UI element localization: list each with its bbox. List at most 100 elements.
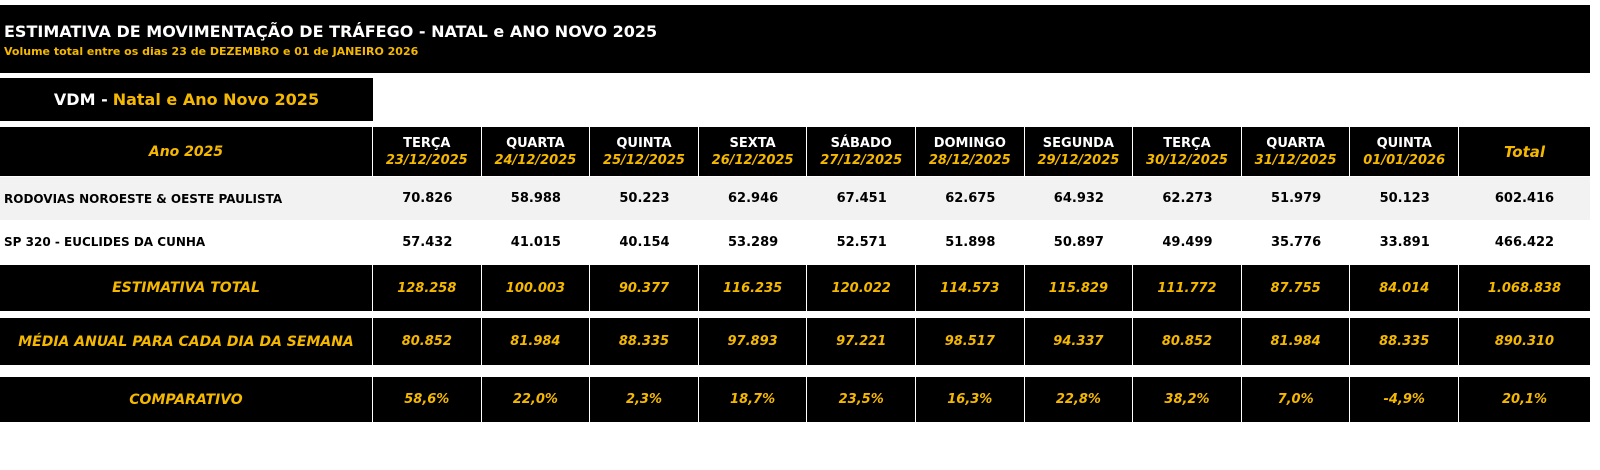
value-cell: 49.499 [1162,234,1213,250]
header-cell: SÁBADO 27/12/2025 [807,127,916,176]
header-cell: TERÇA 23/12/2025 [373,127,482,176]
value-cell: 51.979 [1271,191,1322,206]
row-bg [0,220,1590,264]
value-cell: 90.377 [590,265,699,311]
value-cell: 64.932 [1053,191,1104,206]
header-date: 27/12/2025 [820,152,903,168]
value-cell: 22,0% [481,377,591,422]
header-cell: QUARTA 24/12/2025 [481,127,591,176]
header-date: 24/12/2025 [494,152,577,168]
header-date: 28/12/2025 [928,152,1011,168]
value-cell: 50.897 [1053,234,1104,250]
vdm-box: VDM - Natal e Ano Novo 2025 [0,78,373,121]
value-cell: 41.015 [510,234,561,250]
value-cell: 35.776 [1271,234,1322,250]
row-label: RODOVIAS NOROESTE & OESTE PAULISTA [4,191,283,206]
value-cell: 62.946 [728,191,779,206]
value-cell: 97.893 [698,318,808,365]
value-cell: 890.310 [1459,318,1590,365]
row-label: MÉDIA ANUAL PARA CADA DIA DA SEMANA [0,318,373,365]
value-cell: 115.829 [1024,265,1134,311]
header-day: SEXTA [729,135,776,151]
subtitle: Volume total entre os dias 23 de DEZEMBR… [4,45,419,58]
value-cell: 20,1% [1459,377,1590,422]
value-cell: 16,3% [916,377,1025,422]
header-cell: TERÇA 30/12/2025 [1133,127,1242,176]
value-cell: 80.852 [373,318,482,365]
header-cell: QUINTA 25/12/2025 [590,127,699,176]
header-date: 30/12/2025 [1146,152,1228,168]
header-first: Ano 2025 [0,127,373,176]
header-cell: DOMINGO 28/12/2025 [916,127,1025,176]
header-day: TERÇA [1163,135,1211,151]
header-cell: QUINTA 01/01/2026 [1350,127,1459,176]
value-cell: 111.772 [1133,265,1242,311]
value-cell: 88.335 [590,318,699,365]
value-cell: 100.003 [481,265,591,311]
value-cell: -4,9% [1350,377,1459,422]
header-day: QUARTA [1266,135,1325,151]
vdm-highlight: Natal e Ano Novo 2025 [112,90,320,109]
value-cell: 602.416 [1494,191,1555,206]
value-cell: 62.675 [945,191,996,206]
value-cell: 87.755 [1241,265,1351,311]
value-cell: 58.988 [510,191,561,206]
value-cell: 70.826 [402,191,453,206]
value-cell: 81.984 [1241,318,1351,365]
value-cell: 2,3% [590,377,699,422]
header-date: 25/12/2025 [603,152,685,168]
header-day: SÁBADO [830,135,892,151]
value-cell: 38,2% [1133,377,1242,422]
header-day: QUINTA [1376,135,1432,151]
header-day: DOMINGO [933,135,1006,151]
value-cell: 466.422 [1494,234,1555,250]
value-cell: 23,5% [807,377,916,422]
header-cell: QUARTA 31/12/2025 [1241,127,1351,176]
title: ESTIMATIVA DE MOVIMENTAÇÃO DE TRÁFEGO - … [4,22,658,41]
value-cell: 67.451 [836,191,887,206]
header-cell: SEGUNDA 29/12/2025 [1024,127,1134,176]
value-cell: 53.289 [728,234,779,250]
header-day: QUARTA [506,135,565,151]
value-cell: 62.273 [1162,191,1213,206]
value-cell: 98.517 [916,318,1025,365]
header-cell: SEXTA 26/12/2025 [698,127,808,176]
row-label: ESTIMATIVA TOTAL [0,265,373,311]
value-cell: 50.223 [619,191,670,206]
row-label: SP 320 - EUCLIDES DA CUNHA [4,235,206,249]
header-day: QUINTA [616,135,672,151]
value-cell: 18,7% [698,377,808,422]
value-cell: 7,0% [1241,377,1351,422]
value-cell: 52.571 [836,234,887,250]
value-cell: 116.235 [698,265,808,311]
header-date: 01/01/2026 [1363,152,1446,168]
value-cell: 84.014 [1350,265,1459,311]
header-total: Total [1459,127,1590,176]
value-cell: 51.898 [945,234,996,250]
value-cell: 22,8% [1024,377,1134,422]
value-cell: 120.022 [807,265,916,311]
header-day: TERÇA [403,135,451,151]
header-day: SEGUNDA [1042,135,1114,151]
header-date: 23/12/2025 [385,152,468,168]
value-cell: 88.335 [1350,318,1459,365]
value-cell: 58,6% [373,377,482,422]
header-date: 31/12/2025 [1254,152,1337,168]
vdm-label: VDM - [53,90,108,109]
value-cell: 128.258 [373,265,482,311]
value-cell: 1.068.838 [1459,265,1590,311]
title-bar: ESTIMATIVA DE MOVIMENTAÇÃO DE TRÁFEGO - … [0,5,1590,73]
value-cell: 50.123 [1379,191,1430,206]
value-cell: 80.852 [1133,318,1242,365]
value-cell: 33.891 [1379,234,1430,250]
value-cell: 81.984 [481,318,591,365]
header-date: 26/12/2025 [711,152,794,168]
row-bg [0,177,1590,220]
value-cell: 94.337 [1024,318,1134,365]
value-cell: 40.154 [619,234,670,250]
value-cell: 114.573 [916,265,1025,311]
row-label: COMPARATIVO [0,377,373,422]
header-date: 29/12/2025 [1037,152,1120,168]
